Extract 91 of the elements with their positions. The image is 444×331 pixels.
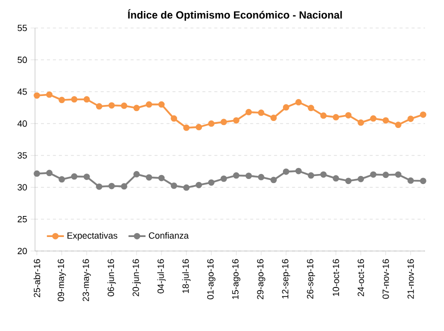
point xyxy=(407,177,414,184)
point xyxy=(395,171,402,178)
point xyxy=(420,111,426,118)
point xyxy=(120,102,128,109)
point xyxy=(84,96,90,103)
point xyxy=(332,175,340,182)
legend-label: Confianza xyxy=(148,232,189,239)
point xyxy=(96,183,102,190)
point xyxy=(170,115,178,122)
point xyxy=(120,183,128,190)
y-tick-label: 40 xyxy=(17,120,27,127)
point xyxy=(146,174,152,181)
point xyxy=(308,172,314,179)
point xyxy=(370,171,376,178)
x-tick-label: 15-ago-16 xyxy=(232,259,240,299)
point xyxy=(108,102,115,109)
x-tick-label: 06-jun-16 xyxy=(107,259,116,296)
point xyxy=(295,99,302,106)
x-tick-label: 07-nov-16 xyxy=(382,259,389,299)
point xyxy=(183,184,190,191)
x-tick-label: 18-jul-16 xyxy=(182,259,191,293)
point xyxy=(46,91,53,98)
point xyxy=(208,120,215,127)
point xyxy=(71,173,78,180)
point xyxy=(196,182,202,188)
y-tick-label: 30 xyxy=(18,184,27,190)
x-tick-label: 25-abr-16 xyxy=(34,259,40,298)
y-tick-label: 35 xyxy=(18,152,27,159)
point xyxy=(133,171,140,178)
point xyxy=(258,110,264,116)
point xyxy=(358,176,364,182)
point xyxy=(58,96,65,104)
point xyxy=(270,176,277,184)
point xyxy=(282,168,290,175)
y-tick-label: 50 xyxy=(18,56,27,64)
point xyxy=(220,175,227,182)
point xyxy=(332,114,340,120)
x-tick-label: 09-may-16 xyxy=(58,259,66,302)
y-tick-label: 25 xyxy=(18,216,27,222)
point xyxy=(282,104,290,111)
chart-title: Índice de Optimismo Económico - Nacional xyxy=(128,9,342,21)
x-tick-label: 12-sep-16 xyxy=(282,259,290,298)
point xyxy=(420,178,426,184)
x-tick-label: 23-may-16 xyxy=(82,259,91,302)
point xyxy=(133,104,140,112)
point xyxy=(220,118,227,126)
x-tick-label: 04-jul-16 xyxy=(157,259,166,294)
point xyxy=(158,101,165,108)
point xyxy=(295,168,302,174)
x-tick-label: 20-jun-16 xyxy=(132,259,141,296)
point xyxy=(233,117,240,124)
point xyxy=(320,171,327,178)
point xyxy=(58,176,65,183)
legend-label: Expectativas xyxy=(68,232,118,240)
point xyxy=(170,182,178,189)
point xyxy=(270,114,277,122)
point xyxy=(34,170,40,177)
x-tick-label: 01-ago-16 xyxy=(207,259,216,300)
y-tick-label: 20 xyxy=(18,248,27,254)
point xyxy=(382,117,389,124)
x-tick-label: 24-oct-16 xyxy=(358,259,364,296)
point xyxy=(208,179,215,186)
x-tick-label: 29-ago-16 xyxy=(257,259,266,300)
point xyxy=(46,170,53,176)
point xyxy=(196,124,202,130)
point xyxy=(345,178,352,184)
point xyxy=(320,112,327,119)
x-tick-label: 10-oct-16 xyxy=(332,259,340,296)
point xyxy=(96,103,102,110)
x-tick-label: 21-nov-16 xyxy=(408,259,414,299)
point xyxy=(84,174,90,180)
point xyxy=(34,92,40,99)
point xyxy=(246,108,252,116)
y-tick-label: 45 xyxy=(17,88,27,95)
point xyxy=(358,119,364,126)
point xyxy=(382,172,389,178)
x-tick-label: 26-sep-16 xyxy=(306,259,316,299)
point xyxy=(370,115,376,122)
y-tick-label: 55 xyxy=(18,24,27,32)
point xyxy=(407,116,414,122)
point xyxy=(258,174,264,180)
point xyxy=(308,104,314,112)
point xyxy=(183,124,190,131)
point xyxy=(345,112,352,118)
point xyxy=(71,96,78,103)
point xyxy=(146,101,152,108)
point xyxy=(108,182,115,190)
point xyxy=(246,172,252,180)
point xyxy=(395,122,402,128)
point xyxy=(233,172,240,179)
point xyxy=(158,174,165,182)
